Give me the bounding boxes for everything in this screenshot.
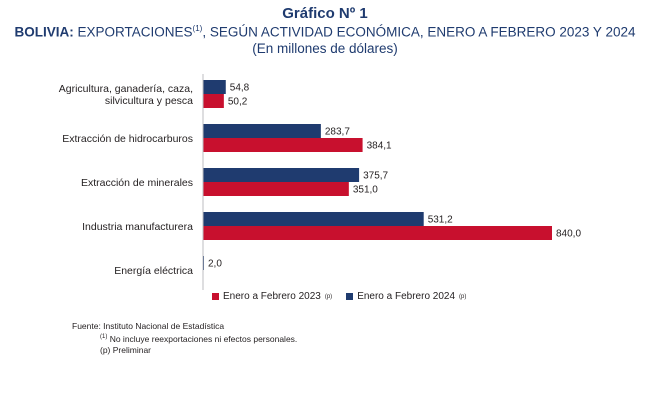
data-label-2024-industria-manufacturera: 531,2 bbox=[428, 215, 453, 226]
bar-2023-agricultura-ganaderia-caza-silvicultura-y-pesca bbox=[203, 94, 224, 108]
footnote-1-mark: (1) bbox=[100, 334, 108, 340]
data-label-2023-agricultura-ganaderia-caza-silvicultura-y-pesca: 50,2 bbox=[228, 97, 248, 108]
legend-mark-2024: (p) bbox=[459, 293, 467, 300]
legend-label-2024: Enero a Febrero 2024 bbox=[357, 291, 456, 302]
legend-item-2024: Enero a Febrero 2024 (p) bbox=[346, 291, 466, 302]
source-note: Fuente: Instituto Nacional de Estadístic… bbox=[72, 321, 225, 331]
legend-mark-2023: (p) bbox=[324, 293, 333, 300]
data-label-2023-extraccion-de-minerales: 351,0 bbox=[353, 185, 378, 196]
chart-title: Gráfico Nº 1 bbox=[282, 5, 368, 22]
subtitle-country: BOLIVIA: bbox=[14, 24, 74, 40]
category-label-extraccion-de-hidrocarburos: Extracción de hidrocarburos bbox=[62, 133, 193, 145]
category-label-energia-electrica: Energía eléctrica bbox=[114, 265, 193, 277]
data-label-2024-extraccion-de-hidrocarburos: 283,7 bbox=[325, 127, 350, 138]
bar-2023-industria-manufacturera bbox=[203, 226, 552, 240]
legend-label-2023: Enero a Febrero 2023 bbox=[223, 291, 321, 302]
data-label-2023-industria-manufacturera: 840,0 bbox=[556, 229, 581, 240]
data-label-2024-extraccion-de-minerales: 375,7 bbox=[363, 171, 388, 182]
bar-2024-industria-manufacturera bbox=[203, 212, 424, 226]
bar-2024-extraccion-de-minerales bbox=[203, 168, 360, 182]
subtitle-footnote-mark: (1) bbox=[192, 24, 203, 33]
bar-2023-extraccion-de-hidrocarburos bbox=[203, 138, 363, 152]
chart-subtitle: BOLIVIA: EXPORTACIONES(1), SEGÚN ACTIVID… bbox=[0, 24, 650, 40]
category-label-agricultura-ganaderia-caza-silvicultura-y-pesca-line-2: silvicultura y pesca bbox=[105, 95, 193, 107]
subtitle-tail: , SEGÚN ACTIVIDAD ECONÓMICA, ENERO A FEB… bbox=[202, 24, 636, 40]
category-label-agricultura-ganaderia-caza-silvicultura-y-pesca-line-1: Agricultura, ganadería, caza, bbox=[59, 83, 193, 95]
bar-2024-extraccion-de-hidrocarburos bbox=[203, 124, 321, 138]
subtitle-text: EXPORTACIONES bbox=[73, 24, 193, 40]
category-label-industria-manufacturera: Industria manufacturera bbox=[82, 221, 193, 233]
legend-swatch-2023 bbox=[212, 293, 219, 300]
data-label-2024-energia-electrica: 2,0 bbox=[208, 259, 222, 270]
footnote-2: (p) Preliminar bbox=[100, 344, 152, 355]
chart-legend: Enero a Febrero 2023 (p) Enero a Febrero … bbox=[212, 291, 466, 302]
chart-units: (En millones de dólares) bbox=[252, 41, 398, 56]
footnote-1-text: No incluye reexportaciones ni efectos pe… bbox=[107, 333, 298, 344]
chart-footer: Fuente: Instituto Nacional de Estadístic… bbox=[72, 321, 297, 356]
data-label-2023-extraccion-de-hidrocarburos: 384,1 bbox=[367, 141, 392, 152]
legend-item-2023: Enero a Febrero 2023 (p) bbox=[212, 291, 332, 302]
bar-2024-agricultura-ganaderia-caza-silvicultura-y-pesca bbox=[203, 80, 226, 94]
bar-chart: Agricultura, ganadería, caza,silvicultur… bbox=[59, 74, 581, 290]
data-label-2024-agricultura-ganaderia-caza-silvicultura-y-pesca: 54,8 bbox=[230, 83, 250, 94]
category-label-extraccion-de-minerales: Extracción de minerales bbox=[81, 177, 193, 189]
legend-swatch-2024 bbox=[346, 293, 354, 300]
footnote-1: (1) No incluye reexportaciones ni efecto… bbox=[72, 332, 297, 345]
bar-2023-extraccion-de-minerales bbox=[203, 182, 349, 196]
